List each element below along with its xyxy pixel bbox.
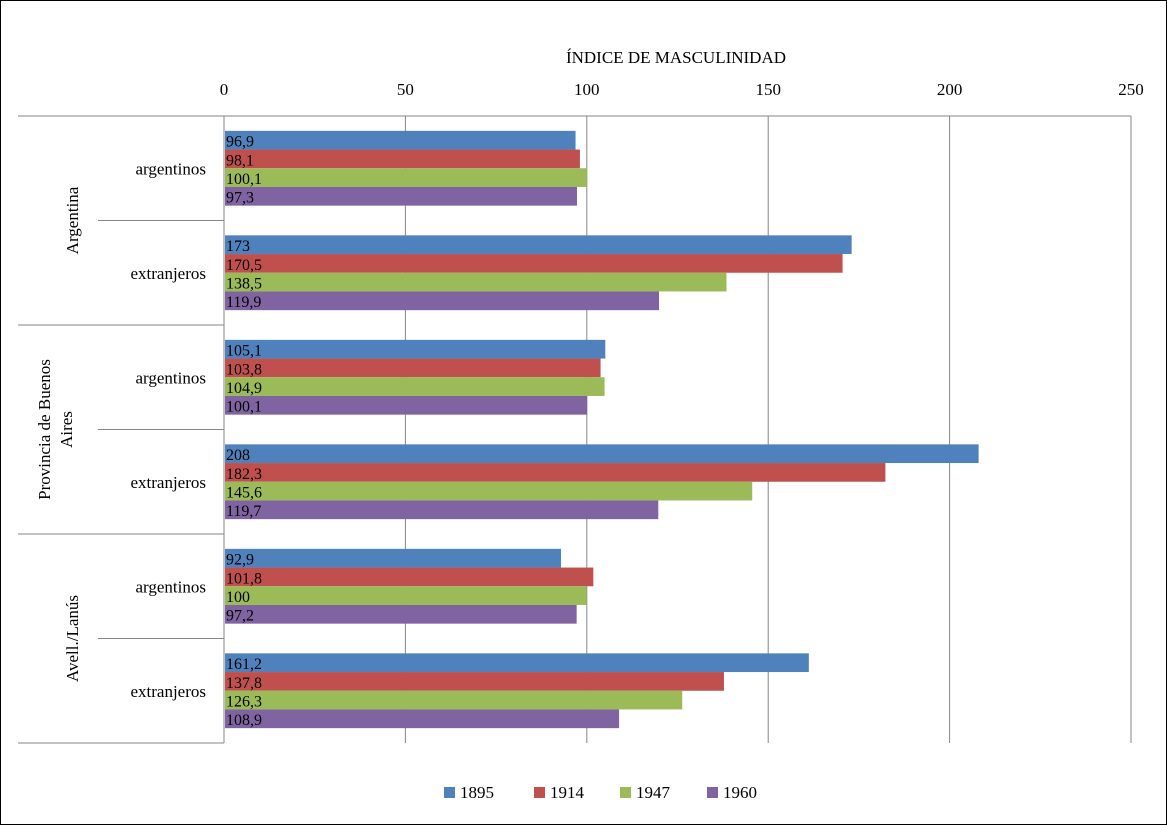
bar xyxy=(225,709,620,729)
bar xyxy=(225,481,753,501)
data-label: 92,9 xyxy=(226,552,254,569)
legend-item[interactable]: 1947 xyxy=(620,783,671,802)
category-label: argentinos xyxy=(135,368,206,387)
data-label: 104,9 xyxy=(226,380,262,397)
bar xyxy=(225,254,843,273)
data-label: 97,3 xyxy=(226,190,254,207)
data-label: 108,9 xyxy=(226,712,262,729)
data-label: 97,2 xyxy=(226,608,254,625)
category-label: extranjeros xyxy=(130,264,206,283)
bar xyxy=(225,586,587,605)
bar xyxy=(225,548,562,568)
data-label: 119,7 xyxy=(226,503,261,520)
category-label: extranjeros xyxy=(130,473,206,492)
data-label: 105,1 xyxy=(226,343,262,360)
x-tick-label: 0 xyxy=(220,80,229,99)
bar xyxy=(225,604,577,624)
data-label: 145,6 xyxy=(226,484,262,501)
group-label: Avell./Lanús xyxy=(63,595,82,682)
bar xyxy=(225,672,724,691)
category-label: extranjeros xyxy=(130,682,206,701)
bar xyxy=(225,444,979,464)
bar xyxy=(225,272,727,292)
data-label: 100,1 xyxy=(226,171,262,188)
legend-swatch xyxy=(707,787,718,798)
data-label: 100 xyxy=(226,589,250,606)
bar xyxy=(225,186,578,206)
data-label: 119,9 xyxy=(226,294,261,311)
data-label: 138,5 xyxy=(226,275,262,292)
bar xyxy=(225,130,576,150)
data-label: 103,8 xyxy=(226,361,262,378)
group-label: Argentina xyxy=(63,186,82,254)
gridlines xyxy=(224,115,1132,743)
bar xyxy=(225,463,886,482)
legend-label: 1914 xyxy=(550,783,585,802)
data-label: 173 xyxy=(226,238,250,255)
data-label: 101,8 xyxy=(226,570,262,587)
legend-label: 1960 xyxy=(723,783,757,802)
x-tick-label: 50 xyxy=(397,80,414,99)
bar xyxy=(225,168,588,187)
category-label: argentinos xyxy=(135,577,206,596)
legend-swatch xyxy=(620,787,631,798)
data-label: 100,1 xyxy=(226,399,262,416)
legend-item[interactable]: 1895 xyxy=(444,783,494,802)
legend-swatch xyxy=(444,787,455,798)
x-tick-label: 250 xyxy=(1118,80,1144,99)
bar xyxy=(225,291,659,311)
bar xyxy=(225,567,594,587)
legend-item[interactable]: 1960 xyxy=(707,783,757,802)
bar xyxy=(225,235,852,255)
x-tick-label: 100 xyxy=(574,80,600,99)
data-label: 98,1 xyxy=(226,152,254,169)
legend-item[interactable]: 1914 xyxy=(534,783,585,802)
bars xyxy=(225,130,979,729)
data-label: 126,3 xyxy=(226,693,262,710)
data-label: 96,9 xyxy=(226,134,254,151)
legend-label: 1947 xyxy=(636,783,671,802)
legend[interactable]: 1895 1914 1947 1960 xyxy=(444,783,757,802)
data-label: 208 xyxy=(226,447,250,464)
category-axis: Argentina argentinos extranjeros Provincia … xyxy=(18,115,225,744)
bar xyxy=(225,395,588,415)
bar xyxy=(225,358,601,378)
x-axis-ticks: 0 50 100 150 200 250 xyxy=(220,80,1144,99)
bar xyxy=(225,339,606,359)
legend-label: 1895 xyxy=(460,783,494,802)
x-tick-label: 200 xyxy=(937,80,963,99)
bar xyxy=(225,653,809,673)
bar xyxy=(225,377,605,396)
group-label: Provincia de Buenos Aires xyxy=(35,359,76,500)
data-label: 170,5 xyxy=(226,257,262,274)
legend-swatch xyxy=(534,787,545,798)
bar xyxy=(225,149,580,169)
bar xyxy=(225,690,683,710)
category-label: argentinos xyxy=(135,159,206,178)
bar xyxy=(225,500,659,520)
data-label: 137,8 xyxy=(226,675,262,692)
data-label: 182,3 xyxy=(226,466,262,483)
x-axis-title: ÍNDICE DE MASCULINIDAD xyxy=(566,48,786,67)
data-label: 161,2 xyxy=(226,656,262,673)
x-tick-label: 150 xyxy=(755,80,781,99)
